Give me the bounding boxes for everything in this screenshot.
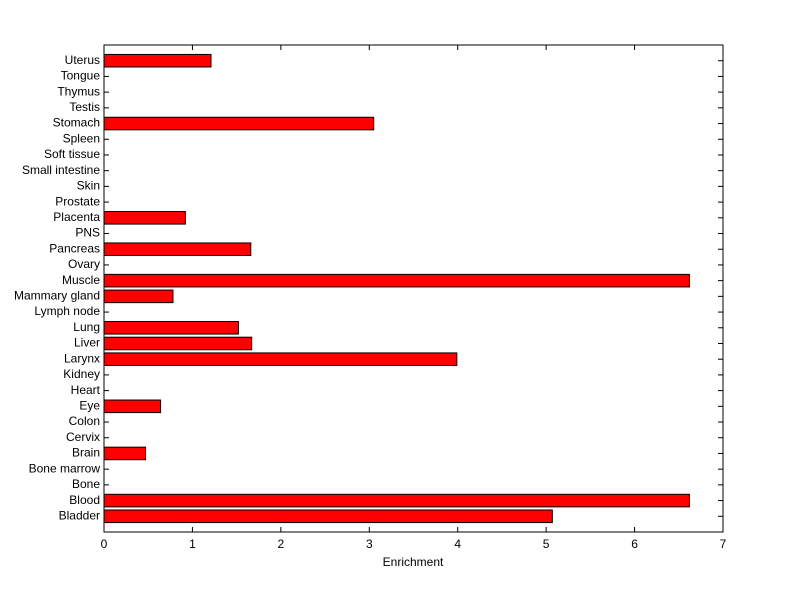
x-tick-label: 0 xyxy=(101,537,108,551)
x-tick-label: 2 xyxy=(278,537,285,551)
bar xyxy=(103,336,253,351)
bar xyxy=(103,352,458,366)
y-tick-label: Skin xyxy=(77,179,100,193)
y-tick-label: Mammary gland xyxy=(14,289,100,303)
y-tick-label: Soft tissue xyxy=(44,147,100,161)
y-tick-label: Placenta xyxy=(53,210,100,224)
x-tick-label: 5 xyxy=(543,537,550,551)
x-tick-label: 4 xyxy=(454,537,461,551)
y-tick-label: Heart xyxy=(71,383,101,397)
y-tick-label: Cervix xyxy=(66,430,100,444)
bar xyxy=(103,493,690,508)
bar xyxy=(103,509,553,524)
bar xyxy=(103,211,186,225)
x-tick-label: 6 xyxy=(631,537,638,551)
y-tick-label: Brain xyxy=(72,446,100,460)
y-tick-label: Thymus xyxy=(57,84,100,98)
bar xyxy=(103,273,690,288)
y-tick-label: Liver xyxy=(74,336,100,350)
y-tick-label: Prostate xyxy=(55,194,100,208)
y-tick-label: Bone marrow xyxy=(29,461,101,475)
y-tick-label: Spleen xyxy=(63,131,100,145)
x-tick-label: 1 xyxy=(189,537,196,551)
bar xyxy=(103,446,147,461)
y-tick-label: Stomach xyxy=(53,116,100,130)
y-tick-label: Blood xyxy=(69,493,100,507)
y-tick-label: Muscle xyxy=(62,273,100,287)
y-tick-label: Uterus xyxy=(65,53,100,67)
bar xyxy=(103,53,212,68)
x-tick-label: 7 xyxy=(720,537,727,551)
bar xyxy=(103,399,162,414)
y-tick-label: Bone xyxy=(72,477,100,491)
y-tick-label: Testis xyxy=(69,100,100,114)
y-tick-label: PNS xyxy=(75,226,100,240)
y-tick-label: Pancreas xyxy=(49,241,100,255)
y-tick-label: Kidney xyxy=(63,367,100,381)
x-axis-label: Enrichment xyxy=(383,555,444,569)
bar xyxy=(103,289,174,304)
x-tick-label: 3 xyxy=(366,537,373,551)
y-tick-label: Bladder xyxy=(59,508,100,522)
y-tick-label: Colon xyxy=(69,414,100,428)
y-tick-label: Eye xyxy=(79,398,100,412)
bar xyxy=(103,116,375,131)
y-tick-label: Small intestine xyxy=(22,163,100,177)
y-tick-label: Lymph node xyxy=(34,304,100,318)
y-tick-label: Tongue xyxy=(61,69,101,83)
y-tick-label: Ovary xyxy=(68,257,100,271)
plot-frame xyxy=(103,44,724,533)
y-tick-label: Larynx xyxy=(64,351,100,365)
bar xyxy=(103,242,252,257)
y-tick-label: Lung xyxy=(73,320,100,334)
bar xyxy=(103,320,239,335)
